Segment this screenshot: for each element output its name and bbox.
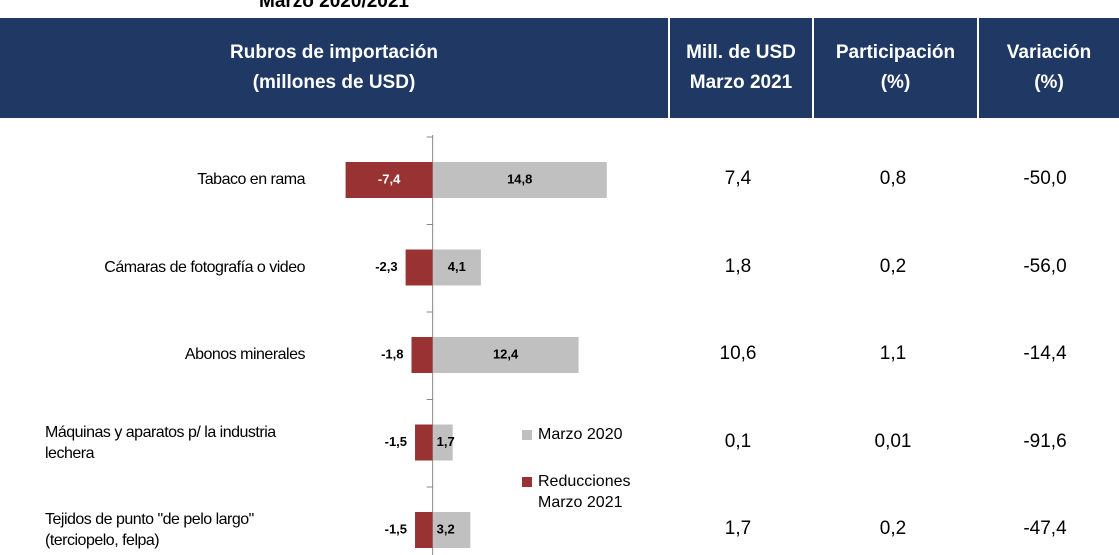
category-label: Máquinas y aparatos p/ la industria lech…: [45, 423, 276, 462]
table-cell: 0,8: [879, 168, 907, 189]
value-label: -7,4: [378, 171, 401, 186]
table-cell: 7,4: [724, 168, 752, 189]
value-label: -2,3: [375, 259, 397, 274]
title: Marzo 2020/2021: [259, 0, 409, 12]
table-cell: 0,2: [879, 518, 907, 539]
table-cell: 0,2: [879, 255, 907, 277]
value-label: 12,4: [493, 346, 519, 361]
bar: [432, 512, 471, 548]
header-text: Rubros de importación: [230, 42, 438, 63]
category-label: Tejidos de punto "de pelo largo" (tercio…: [45, 511, 254, 549]
bar: [432, 424, 453, 461]
header-text: Variación: [1006, 42, 1092, 63]
table-cell: -56,0: [1023, 255, 1067, 277]
header-cell: Variación (%): [979, 18, 1119, 118]
bar: [432, 337, 579, 373]
header-cell: Mill. de USD Marzo 2021: [670, 18, 812, 118]
table-cell: 10,6: [719, 343, 757, 364]
bar: [415, 424, 433, 461]
header-text: Marzo 2021: [689, 72, 793, 93]
legend-swatch: [522, 477, 532, 487]
value-label: 3,2: [437, 521, 455, 536]
header-text: (millones de USD): [252, 72, 416, 93]
header-cell: Rubros de importación (millones de USD): [0, 18, 668, 118]
table-cell: -14,4: [1023, 343, 1067, 364]
value-label: -1,5: [385, 434, 407, 449]
table-cell: -50,0: [1023, 168, 1067, 189]
bar: [415, 512, 433, 548]
table-cell: -47,4: [1023, 518, 1067, 539]
header-text: (%): [1034, 72, 1064, 93]
category-label: Abonos minerales: [184, 346, 306, 363]
header-text: Participación: [835, 42, 956, 63]
value-label: -1,5: [385, 521, 407, 536]
bar: [411, 337, 433, 373]
legend-swatch: [522, 430, 532, 440]
table-cell: 1,7: [724, 518, 752, 539]
legend-label: Reducciones Marzo 2021: [538, 473, 631, 511]
category-label: Cámaras de fotografía o video: [104, 258, 305, 276]
table-cell: 0,01: [874, 430, 912, 452]
value-label: 1,7: [437, 434, 455, 449]
header-text: Mill. de USD: [686, 42, 796, 63]
value-label: -1,8: [381, 346, 403, 361]
bar: [432, 249, 481, 286]
header-text: (%): [880, 72, 911, 93]
value-label: 14,8: [507, 171, 532, 186]
bar: [345, 162, 433, 198]
legend-label: Marzo 2020: [538, 426, 623, 443]
header-cell: Participación (%): [814, 18, 977, 118]
bar: [432, 162, 607, 198]
table-cell: 0,1: [724, 430, 752, 452]
table-cell: 1,8: [724, 255, 752, 277]
table-cell: 1,1: [879, 343, 907, 364]
category-label: Tabaco en rama: [197, 171, 305, 188]
bar: [405, 249, 433, 286]
table-cell: -91,6: [1023, 430, 1067, 452]
value-label: 4,1: [448, 259, 466, 274]
